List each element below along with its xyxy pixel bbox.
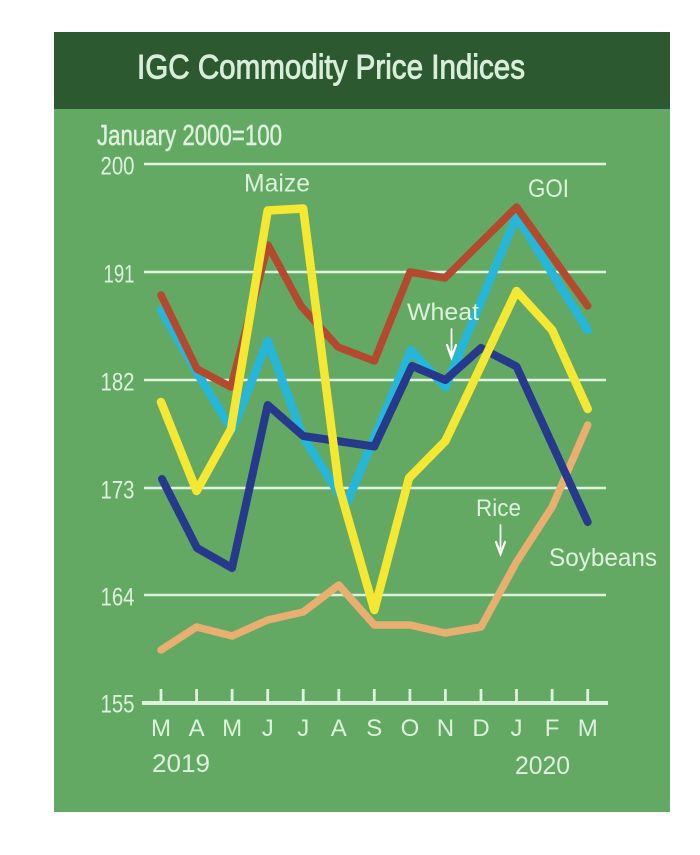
svg-text:O: O: [401, 715, 420, 742]
svg-text:J: J: [262, 715, 274, 742]
svg-text:D: D: [472, 715, 489, 742]
svg-text:200: 200: [101, 153, 135, 181]
svg-text:2020: 2020: [515, 752, 570, 780]
svg-text:Wheat: Wheat: [407, 299, 479, 326]
svg-text:173: 173: [101, 477, 135, 505]
svg-text:J: J: [511, 715, 523, 742]
svg-text:182: 182: [101, 369, 135, 397]
svg-text:M: M: [222, 715, 242, 742]
svg-text:A: A: [331, 715, 347, 742]
svg-text:Maize: Maize: [244, 170, 310, 198]
svg-text:F: F: [545, 715, 560, 742]
svg-text:S: S: [366, 715, 382, 742]
svg-text:Soybeans: Soybeans: [549, 544, 657, 572]
svg-text:Rice: Rice: [476, 495, 521, 522]
svg-text:GOI: GOI: [528, 175, 569, 203]
svg-text:164: 164: [101, 584, 135, 612]
svg-text:M: M: [578, 715, 598, 742]
svg-text:J: J: [297, 715, 309, 742]
svg-text:A: A: [189, 715, 205, 742]
svg-text:IGC Commodity Price Indices: IGC Commodity Price Indices: [137, 49, 525, 87]
svg-text:155: 155: [101, 691, 135, 719]
svg-text:January 2000=100: January 2000=100: [97, 120, 282, 152]
svg-text:M: M: [151, 715, 171, 742]
svg-text:191: 191: [104, 261, 135, 289]
svg-text:2019: 2019: [152, 750, 210, 778]
svg-text:N: N: [437, 715, 454, 742]
